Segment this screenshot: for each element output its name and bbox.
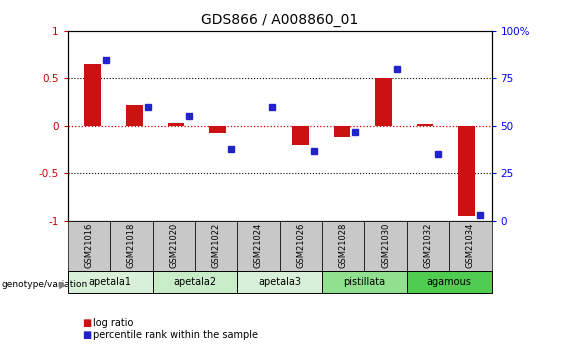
- Text: GSM21024: GSM21024: [254, 223, 263, 268]
- Bar: [458, 126, 475, 216]
- Text: log ratio: log ratio: [93, 318, 133, 327]
- Bar: [237, 271, 322, 293]
- Bar: [237, 221, 280, 271]
- Bar: [364, 221, 407, 271]
- Text: GSM21020: GSM21020: [170, 223, 178, 268]
- Text: GSM21016: GSM21016: [85, 223, 93, 268]
- Bar: [407, 271, 492, 293]
- Bar: [126, 105, 142, 126]
- Bar: [417, 124, 433, 126]
- Bar: [322, 271, 407, 293]
- Text: apetala1: apetala1: [89, 277, 132, 287]
- Text: GSM21022: GSM21022: [212, 223, 220, 268]
- Text: pistillata: pistillata: [344, 277, 385, 287]
- Bar: [110, 221, 153, 271]
- Text: GSM21030: GSM21030: [381, 223, 390, 268]
- Bar: [167, 123, 184, 126]
- Bar: [449, 221, 492, 271]
- Text: GSM21018: GSM21018: [127, 223, 136, 268]
- Bar: [68, 221, 110, 271]
- Bar: [322, 221, 364, 271]
- Bar: [280, 221, 322, 271]
- Text: GSM21028: GSM21028: [339, 223, 347, 268]
- Bar: [407, 221, 449, 271]
- Text: GSM21032: GSM21032: [424, 223, 432, 268]
- Text: apetala3: apetala3: [258, 277, 301, 287]
- Text: apetala2: apetala2: [173, 277, 216, 287]
- Text: agamous: agamous: [427, 277, 472, 287]
- Text: ■: ■: [82, 318, 91, 327]
- Bar: [84, 64, 101, 126]
- Bar: [195, 221, 237, 271]
- Bar: [334, 126, 350, 137]
- Bar: [153, 221, 195, 271]
- Text: percentile rank within the sample: percentile rank within the sample: [93, 330, 258, 339]
- Bar: [209, 126, 225, 132]
- Bar: [292, 126, 308, 145]
- Title: GDS866 / A008860_01: GDS866 / A008860_01: [201, 13, 358, 27]
- Text: ■: ■: [82, 330, 91, 339]
- Text: genotype/variation: genotype/variation: [1, 280, 88, 289]
- Bar: [68, 271, 153, 293]
- Text: GSM21026: GSM21026: [297, 223, 305, 268]
- Text: ▶: ▶: [59, 280, 67, 289]
- Bar: [375, 79, 392, 126]
- Text: GSM21034: GSM21034: [466, 223, 475, 268]
- Bar: [153, 271, 237, 293]
